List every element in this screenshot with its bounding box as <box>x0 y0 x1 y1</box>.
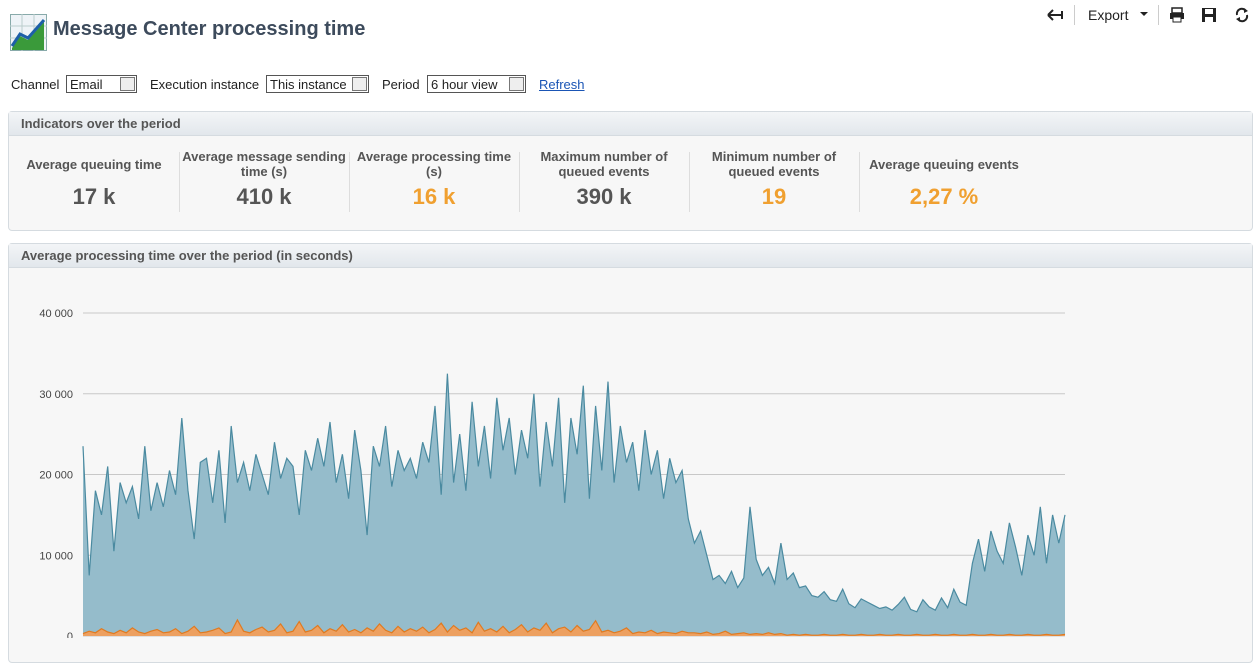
indicator-label: Maximum number of queued events <box>540 149 668 179</box>
y-tick-label: 30 000 <box>39 389 73 401</box>
separator <box>1158 5 1159 25</box>
back-button[interactable] <box>1045 7 1065 23</box>
y-tick-label: 10 000 <box>39 550 73 562</box>
chart: 0 10 000 20 000 30 000 40 000 <box>39 308 1066 638</box>
select-value: 6 hour view <box>431 77 498 92</box>
indicator-value: 16 k <box>412 184 456 209</box>
indicator: Average processing time (s) 16 k <box>349 148 519 210</box>
period-select[interactable]: 6 hour view <box>427 75 526 93</box>
filter-label: Period <box>382 77 420 92</box>
select-arrow <box>509 77 524 91</box>
indicator-value: 390 k <box>576 184 632 209</box>
export-arrow[interactable] <box>1139 10 1149 18</box>
area <box>83 619 1065 636</box>
separator <box>1074 5 1075 25</box>
refresh-link[interactable]: Refresh <box>539 77 585 92</box>
page-title: Message Center processing time <box>53 18 366 40</box>
indicator-value: 17 k <box>72 184 116 209</box>
panel-title: Indicators over the period <box>9 112 1252 136</box>
page: Message Center processing time Export Ch… <box>8 5 1253 663</box>
indicator-label: Average processing time (s) <box>356 149 512 179</box>
filter-label: Channel <box>11 77 60 92</box>
indicator-label: Minimum number of queued events <box>711 149 837 179</box>
reload-button[interactable] <box>1234 7 1250 23</box>
indicator-label: Average message sending time (s) <box>182 149 346 179</box>
channel-select[interactable]: Email <box>66 75 137 93</box>
separator <box>689 152 690 212</box>
indicator: Maximum number of queued events 390 k <box>519 148 689 210</box>
export-button[interactable]: Export <box>1088 7 1129 23</box>
separator <box>859 152 860 212</box>
area <box>83 373 1065 636</box>
indicator: Average queuing time 17 k <box>9 148 179 210</box>
filter-label: Execution instance <box>150 77 260 92</box>
select-value: Email <box>70 77 103 92</box>
line <box>82 618 1066 636</box>
select-arrow <box>352 77 367 91</box>
y-tick-label: 40 000 <box>39 308 73 320</box>
separator <box>349 152 350 212</box>
indicator: Average queuing events 2,27 % <box>859 148 1029 210</box>
select-value: This instance <box>270 77 347 92</box>
select-arrow <box>120 77 135 91</box>
y-tick-label: 20 000 <box>39 470 73 482</box>
separator <box>519 152 520 212</box>
line <box>82 373 1066 613</box>
indicator-value: 2,27 % <box>909 184 979 209</box>
indicator-label: Average queuing events <box>869 156 1019 172</box>
indicator: Average message sending time (s) 410 k <box>179 148 349 210</box>
separator <box>179 152 180 212</box>
panel-title: Average processing time over the period … <box>9 244 1252 268</box>
indicator-label: Average queuing time <box>26 156 162 172</box>
indicator-value: 410 k <box>236 184 292 209</box>
y-tick-label: 0 <box>67 631 73 638</box>
indicators-panel: Indicators over the period Average queui… <box>8 111 1253 231</box>
report-icon <box>10 14 47 51</box>
indicator: Minimum number of queued events 19 <box>689 148 859 210</box>
print-button[interactable] <box>1169 7 1185 23</box>
save-button[interactable] <box>1201 7 1217 23</box>
indicator-value: 19 <box>761 184 787 209</box>
instance-select[interactable]: This instance <box>266 75 369 93</box>
